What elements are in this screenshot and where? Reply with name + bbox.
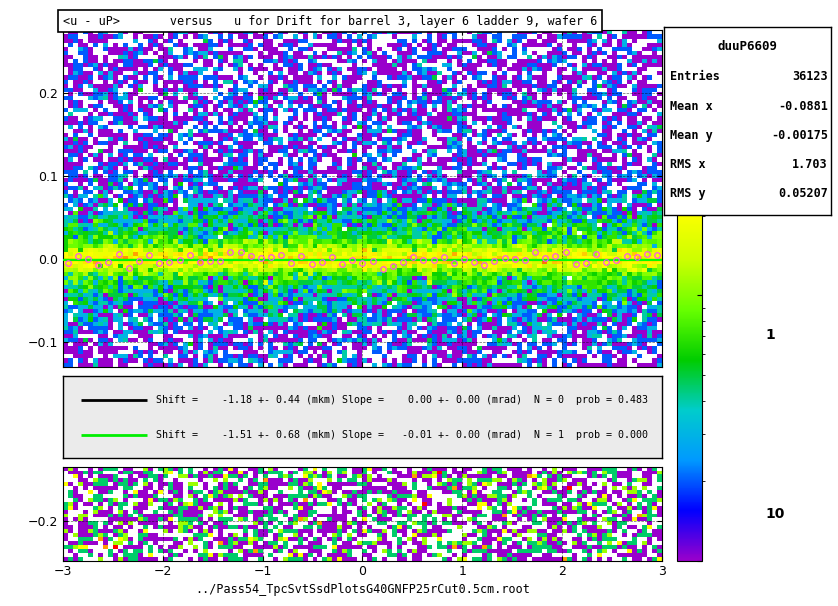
Text: duuP6609: duuP6609 [717, 41, 778, 53]
Text: Shift =    -1.18 +- 0.44 (mkm) Slope =    0.00 +- 0.00 (mrad)  N = 0  prob = 0.4: Shift = -1.18 +- 0.44 (mkm) Slope = 0.00… [156, 395, 648, 405]
Text: Shift =    -1.51 +- 0.68 (mkm) Slope =   -0.01 +- 0.00 (mrad)  N = 1  prob = 0.0: Shift = -1.51 +- 0.68 (mkm) Slope = -0.0… [156, 430, 648, 439]
Text: 1.703: 1.703 [792, 158, 828, 171]
Text: Mean y: Mean y [670, 128, 713, 142]
Text: <u - uP>       versus   u for Drift for barrel 3, layer 6 ladder 9, wafer 6: <u - uP> versus u for Drift for barrel 3… [63, 15, 597, 28]
Text: 10: 10 [765, 144, 784, 158]
Text: 36123: 36123 [792, 70, 828, 84]
Text: -0.00175: -0.00175 [771, 128, 828, 142]
Text: RMS x: RMS x [670, 158, 706, 171]
Text: -0.0881: -0.0881 [778, 99, 828, 113]
Text: RMS y: RMS y [670, 187, 706, 200]
Text: 1: 1 [765, 328, 775, 342]
Text: Mean x: Mean x [670, 99, 713, 113]
Text: Entries: Entries [670, 70, 721, 84]
X-axis label: ../Pass54_TpcSvtSsdPlotsG40GNFP25rCut0.5cm.root: ../Pass54_TpcSvtSsdPlotsG40GNFP25rCut0.5… [195, 582, 530, 596]
Text: 10: 10 [765, 507, 784, 521]
Text: 0.05207: 0.05207 [778, 187, 828, 200]
